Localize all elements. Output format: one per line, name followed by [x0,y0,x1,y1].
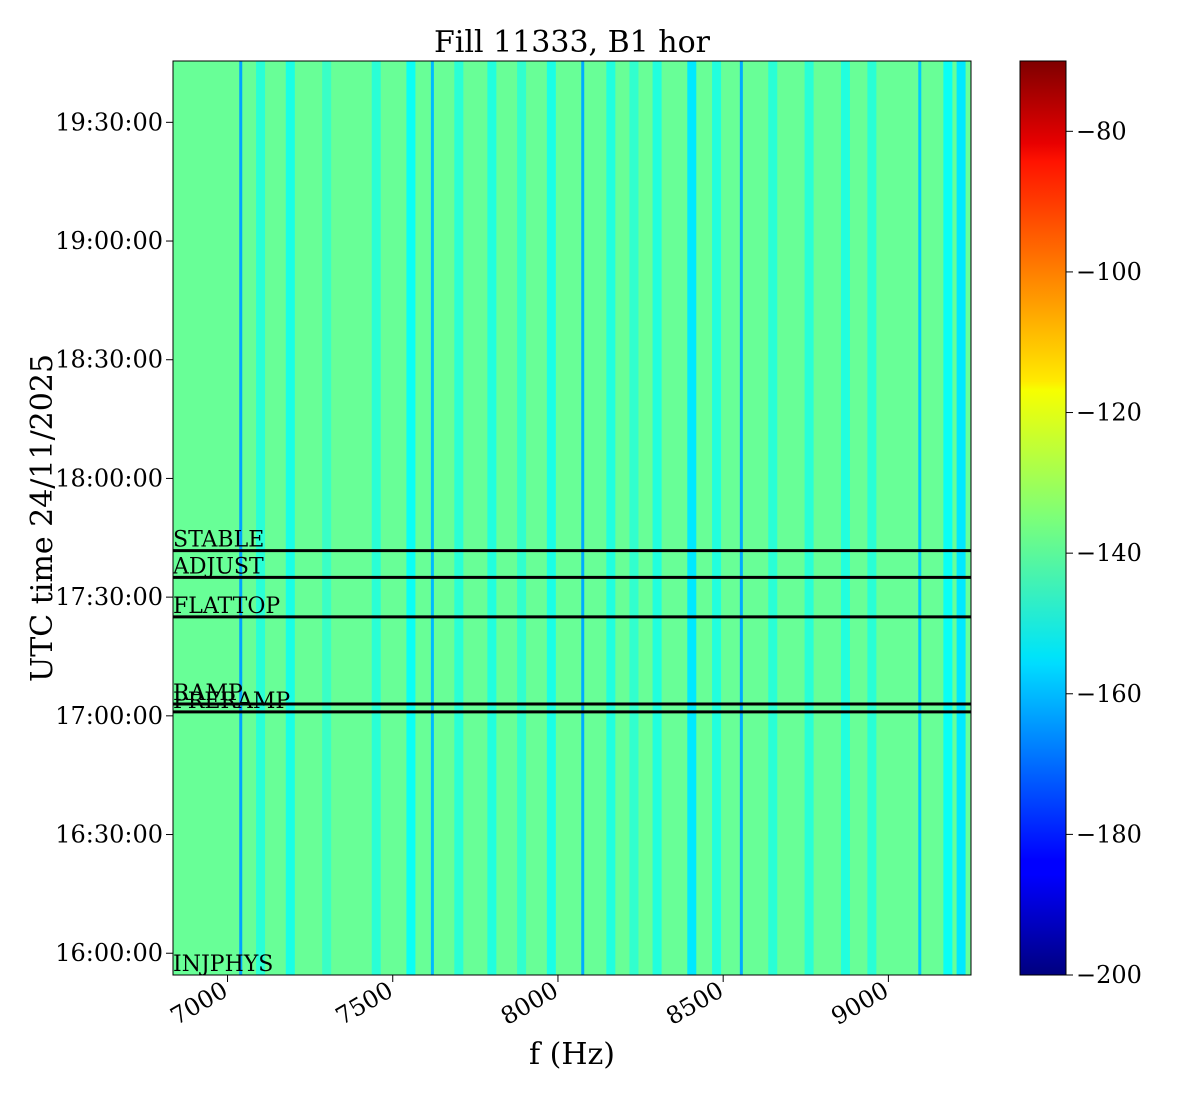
colorbar-tick-label: −160 [1076,680,1142,708]
heatmap-column [256,61,266,975]
heatmap-column [487,61,497,975]
y-tick-label: 16:30:00 [55,821,163,849]
y-axis-label: UTC time 24/11/2025 [25,354,60,682]
y-axis: 16:00:00 16:30:00 17:00:00 17:30:00 18:00:00… [55,108,173,967]
heatmap-column [712,61,722,975]
x-tick-label: 7500 [331,976,398,1031]
heatmap-column [687,61,697,975]
colorbar-axis: −80 −100 −120 −140 −160 −180 −200 [1066,117,1142,989]
heatmap-column [804,61,814,975]
heatmap-column [943,61,953,975]
heatmap-column [406,61,416,975]
colorbar-tick-label: −100 [1076,258,1142,286]
x-tick-label: 9000 [826,976,893,1031]
heatmap-column [517,61,527,975]
colorbar-tick-label: −200 [1076,961,1142,989]
x-tick-label: 8000 [496,976,563,1031]
heatmap-column [546,61,556,975]
y-tick-label: 16:00:00 [55,939,163,967]
event-lines [173,549,971,714]
plot-frame [172,60,972,976]
colorbar [1019,60,1067,976]
heatmap-column [739,61,743,975]
heatmap-column [629,61,639,975]
heatmap-column [285,61,295,975]
heatmap-column [867,61,877,975]
heatmap-column [454,61,464,975]
event-label: ADJUST [172,554,264,579]
heatmap-column [840,61,850,975]
event-label: STABLE [173,528,264,553]
heatmap-column [322,61,332,975]
heatmap-column [606,61,616,975]
y-tick-label: 19:00:00 [55,227,163,255]
heatmap-column [430,61,434,975]
heatmap-column [581,61,585,975]
event-label: RAMP [173,681,243,706]
y-tick-label: 17:30:00 [55,583,163,611]
heatmap-column [371,61,381,975]
heatmap-column [956,61,966,975]
colorbar-tick-label: −140 [1076,539,1142,567]
event-label: INJPHYS [173,952,273,977]
y-tick-label: 18:00:00 [55,464,163,492]
x-tick-label: 7000 [166,976,233,1031]
y-tick-label: 18:30:00 [55,346,163,374]
event-label: PRERAMP [173,689,290,714]
plot-area [173,61,971,975]
y-tick-label: 19:30:00 [55,108,163,136]
colorbar-tick-label: −180 [1076,820,1142,848]
heatmap-column [239,61,243,975]
heatmap-column [918,61,922,975]
x-tick-label: 8500 [661,976,728,1031]
chart-title: Fill 11333, B1 hor [434,25,711,60]
heatmap-background [173,61,971,975]
colorbar-tick-label: −120 [1076,399,1142,427]
x-axis-label: f (Hz) [529,1037,615,1072]
colorbar-tick-label: −80 [1076,117,1127,145]
y-tick-label: 17:00:00 [55,702,163,730]
heatmap-column [768,61,778,975]
heatmap-columns [239,61,966,975]
heatmap-column [652,61,662,975]
x-axis: 7000 7500 8000 8500 9000 [166,975,893,1031]
event-label: FLATTOP [173,594,280,619]
